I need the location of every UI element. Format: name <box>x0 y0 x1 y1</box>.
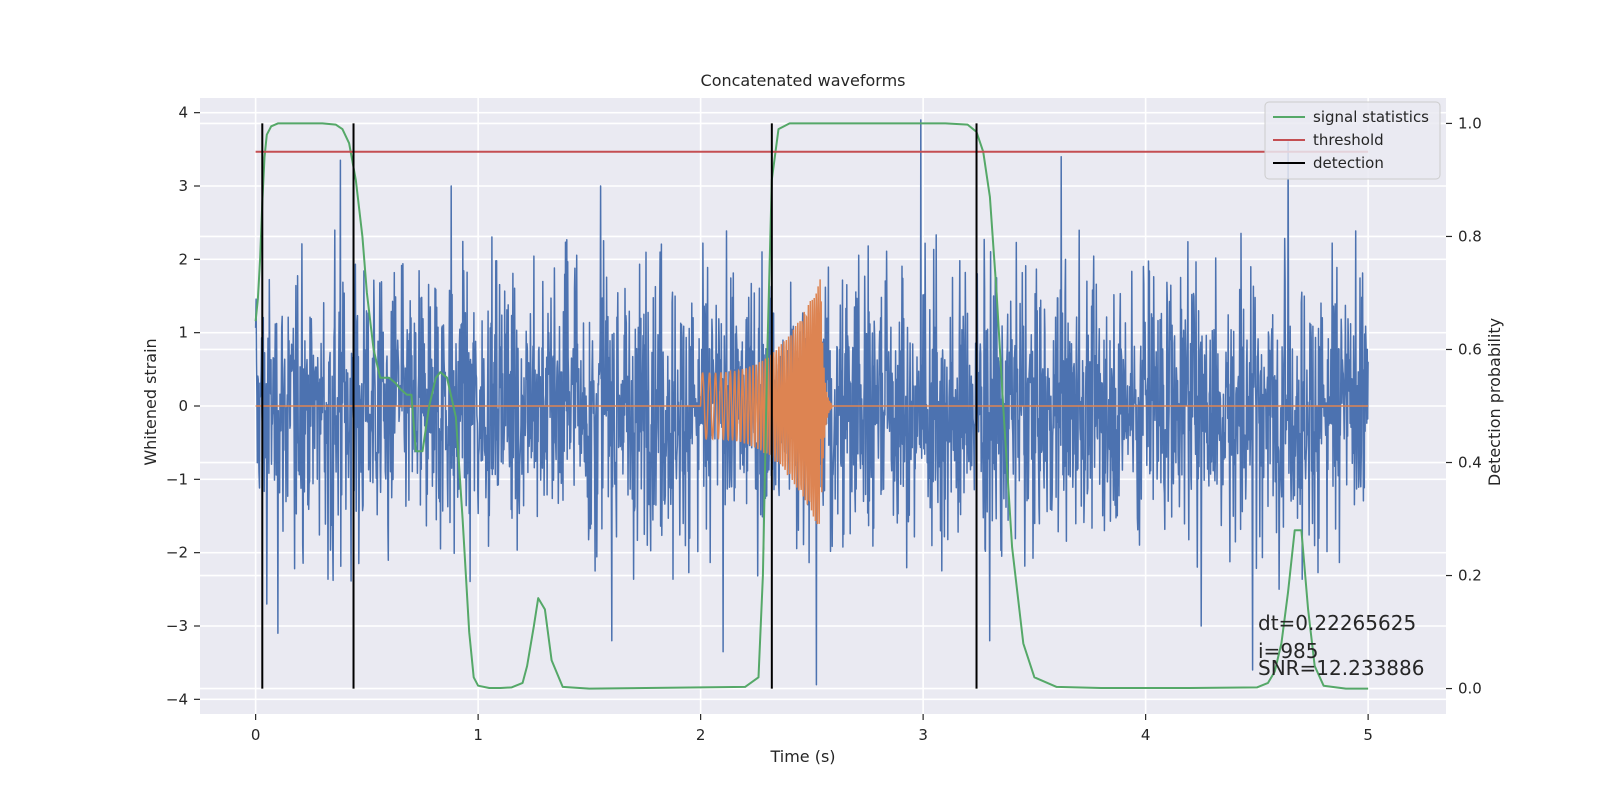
y2-tick-label: 1.0 <box>1458 114 1482 132</box>
y-tick-label: 4 <box>178 104 188 122</box>
y-tick-label: 3 <box>178 177 188 195</box>
x-axis-label: Time (s) <box>769 747 835 766</box>
y-tick-label: 0 <box>178 397 188 415</box>
y-axis-label: Whitened strain <box>141 338 160 465</box>
y-tick-label: −1 <box>166 470 188 488</box>
series-signal-statistics-line <box>254 122 1369 690</box>
annotation-text: SNR=12.233886 <box>1258 656 1424 680</box>
legend-box <box>1264 101 1441 180</box>
x-tick-label: 1 <box>473 726 483 744</box>
y2-tick-label: 0.4 <box>1458 454 1482 472</box>
legend-label: threshold <box>1313 131 1384 149</box>
legend-label: detection <box>1313 154 1384 172</box>
axes: 0 1 2 3 4 5 −4 −3 −2 −1 0 1 2 3 4 0.0 0.2 0.4 0.6 0.8 1.0 <box>166 104 1482 744</box>
y-tick-label: −3 <box>166 617 188 635</box>
legend-label: signal statistics <box>1313 108 1429 126</box>
x-tick-label: 2 <box>696 726 706 744</box>
legend: signal statistics threshold detection <box>1264 101 1441 180</box>
series-chirp-line <box>255 279 1369 525</box>
x-tick-label: 4 <box>1141 726 1151 744</box>
x-tick-label: 3 <box>918 726 928 744</box>
y2-tick-label: 0.0 <box>1458 680 1482 698</box>
series-layer <box>254 119 1369 690</box>
y2-tick-label: 0.8 <box>1458 227 1482 245</box>
y2-tick-label: 0.2 <box>1458 567 1482 585</box>
y2-tick-label: 0.6 <box>1458 340 1482 358</box>
annotation-text: dt=0.22265625 <box>1258 611 1416 635</box>
y2-axis-label: Detection probability <box>1485 318 1504 486</box>
y-tick-label: −2 <box>166 544 188 562</box>
y-tick-label: 1 <box>178 324 188 342</box>
y-tick-label: 2 <box>178 250 188 268</box>
x-tick-label: 0 <box>251 726 261 744</box>
x-tick-label: 5 <box>1363 726 1373 744</box>
chart-title: Concatenated waveforms <box>701 71 906 90</box>
annotation-text: i=985 <box>1258 639 1319 663</box>
y-tick-label: −4 <box>166 690 188 708</box>
